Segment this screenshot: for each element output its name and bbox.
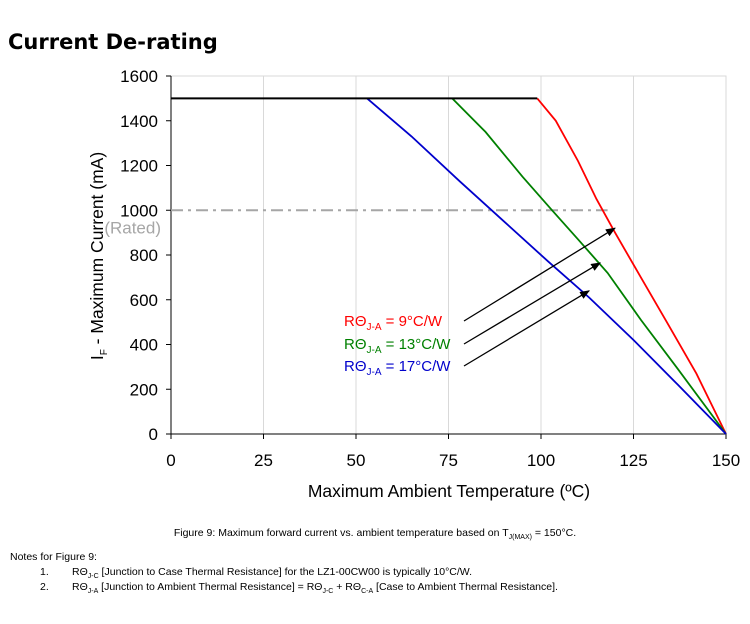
legend-entry: RΘJ-A = 9°C/W	[344, 313, 443, 333]
axes	[166, 75, 727, 439]
legend-arrow	[463, 227, 616, 322]
x-tick-label: 25	[254, 451, 273, 470]
rated-label: (Rated)	[104, 218, 161, 237]
x-tick-label: 150	[712, 451, 740, 470]
y-tick-label: 1600	[120, 67, 158, 86]
x-tick-label: 75	[439, 451, 458, 470]
y-tick-label: 1000	[120, 201, 158, 220]
legend-arrow	[463, 290, 590, 367]
y-tick-label: 600	[130, 291, 158, 310]
figure-notes: Notes for Figure 9: 1. RΘJ-C [Junction t…	[10, 550, 558, 596]
y-tick-label: 1400	[120, 112, 158, 131]
y-tick-labels: 0 200 400 600 800 1000 1200 1400 1600	[120, 67, 158, 444]
series-line	[536, 97, 727, 435]
y-tick-label: 1200	[120, 157, 158, 176]
y-tick-label: 0	[149, 425, 158, 444]
x-axis-title: Maximum Ambient Temperature (ºC)	[308, 481, 590, 501]
y-tick-label: 400	[130, 336, 158, 355]
x-tick-label: 100	[527, 451, 555, 470]
x-tick-labels: 0 25 50 75 100 125 150	[166, 451, 740, 470]
y-tick-label: 200	[130, 380, 158, 399]
note-item: 1. RΘJ-C [Junction to Case Thermal Resis…	[40, 566, 473, 581]
series-line	[366, 97, 727, 435]
x-tick-label: 50	[347, 451, 366, 470]
legend-entry: RΘJ-A = 13°C/W	[344, 336, 451, 356]
page-title: Current De-rating	[8, 30, 218, 54]
notes-heading: Notes for Figure 9:	[10, 551, 97, 563]
x-tick-label: 0	[166, 451, 175, 470]
grid-lines	[170, 75, 727, 435]
y-axis-title: IF - Maximum Current (mA)	[87, 152, 110, 360]
series-line	[451, 97, 727, 435]
y-tick-label: 800	[130, 246, 158, 265]
legend-arrow	[463, 262, 602, 345]
figure-caption: Figure 9: Maximum forward current vs. am…	[173, 527, 577, 542]
derating-chart: 0 25 50 75 100 125 150 0 200 400 600 800 1000 1200 14…	[87, 67, 740, 501]
legend-entry: RΘJ-A = 17°C/W	[344, 358, 451, 378]
note-item: 2. RΘJ-A [Junction to Ambient Thermal Re…	[40, 581, 558, 596]
x-tick-label: 125	[619, 451, 647, 470]
